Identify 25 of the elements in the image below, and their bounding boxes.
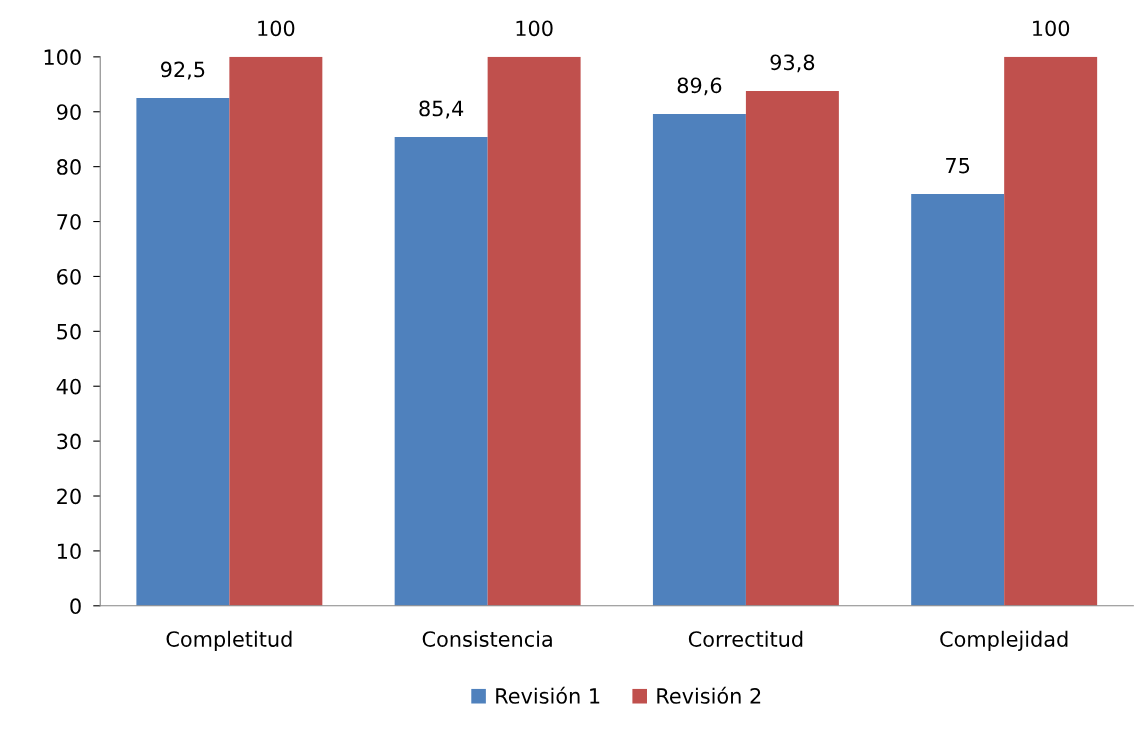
legend-label: Revisión 1 xyxy=(496,686,600,704)
x-tick-label: Correctitud xyxy=(688,630,803,647)
y-tick-label: 80 xyxy=(57,159,81,175)
y-tick-label: 0 xyxy=(70,598,81,615)
data-label: 85,4 xyxy=(419,100,464,119)
y-tick-label: 30 xyxy=(57,433,81,450)
y-tick-label: 90 xyxy=(56,104,81,120)
data-label: 93,8 xyxy=(770,54,815,73)
y-tick-label: 10 xyxy=(57,543,81,560)
data-label: 75 xyxy=(946,157,970,174)
x-tick-label: Completitud xyxy=(166,630,292,651)
y-tick-label: 50 xyxy=(57,323,81,340)
legend-label: Revisión 2 xyxy=(657,686,761,704)
y-tick-label: 60 xyxy=(57,268,81,285)
x-tick-label: Complejidad xyxy=(940,630,1068,651)
data-label: 92,5 xyxy=(161,61,205,80)
data-label: 89,6 xyxy=(677,77,722,96)
data-label: 100 xyxy=(258,20,295,37)
data-label: 100 xyxy=(516,20,553,37)
y-tick-label: 40 xyxy=(56,378,81,395)
y-tick-label: 20 xyxy=(57,488,81,505)
y-tick-label: 100 xyxy=(44,49,81,66)
data-label: 100 xyxy=(1033,20,1070,37)
y-tick-label: 70 xyxy=(57,214,81,230)
x-tick-label: Consistencia xyxy=(422,630,552,647)
